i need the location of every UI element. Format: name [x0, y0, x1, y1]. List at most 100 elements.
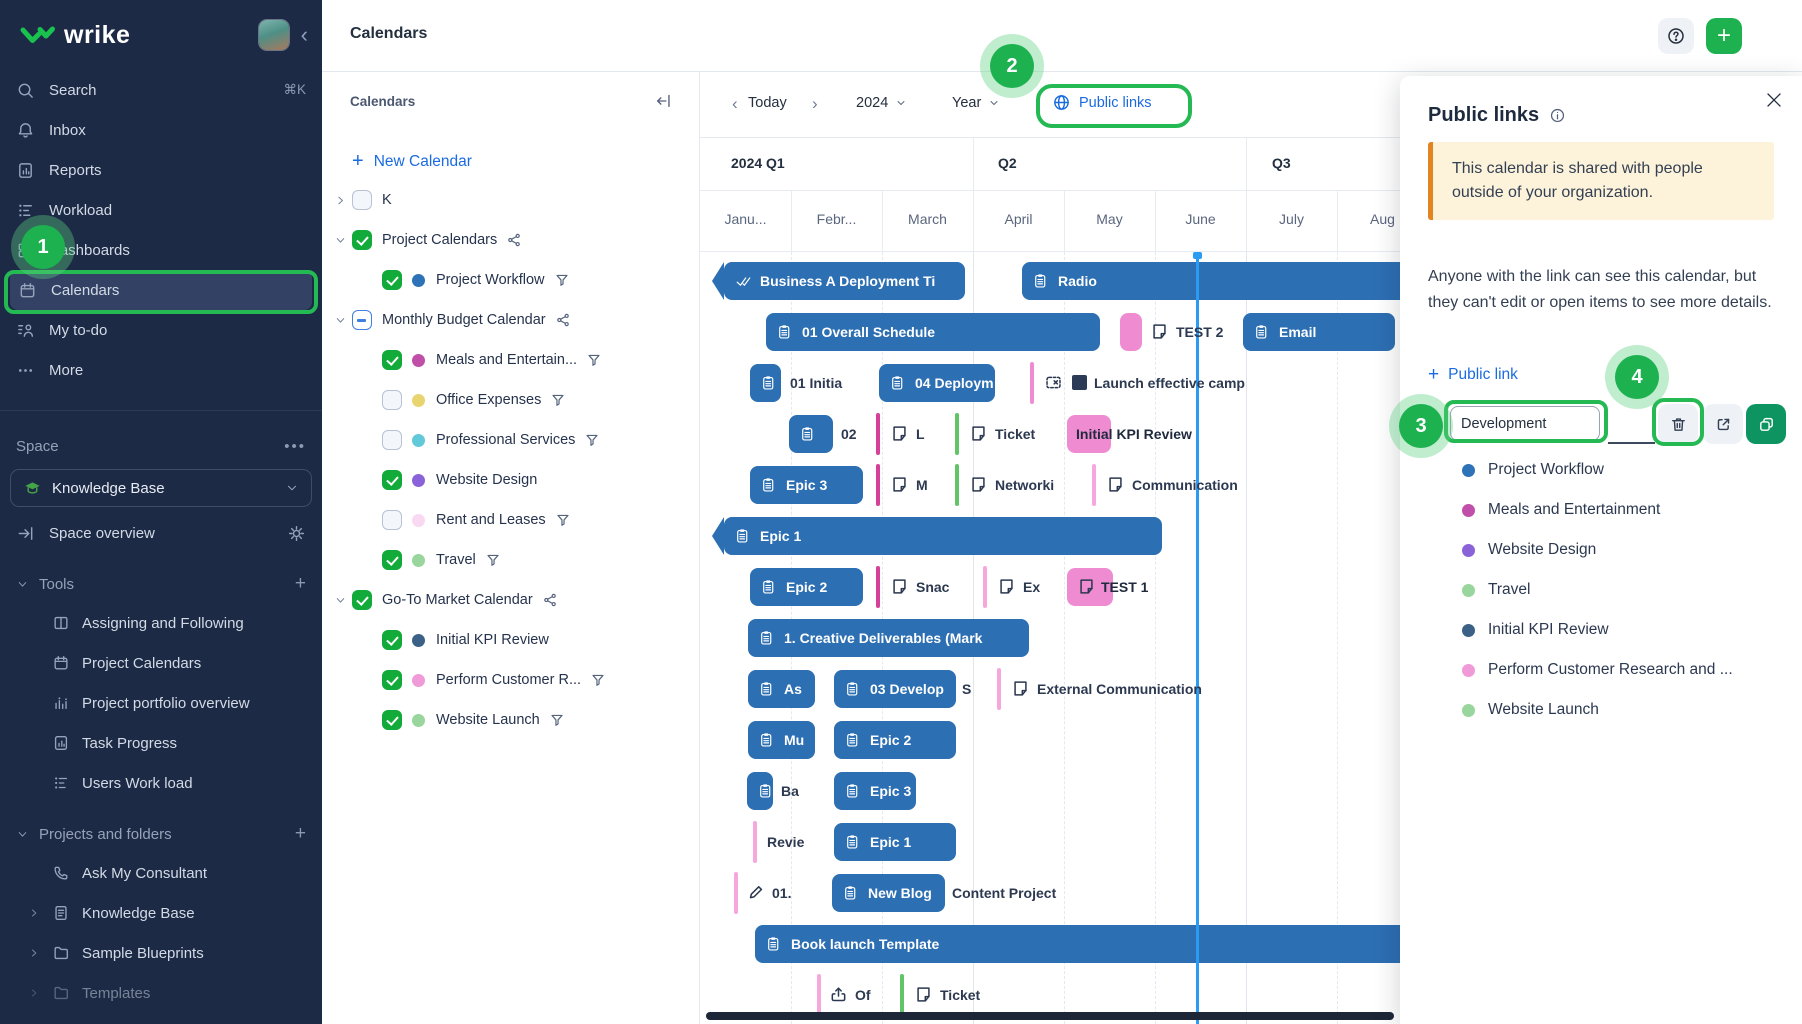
gantt-bar-book-launch-template[interactable]: Book launch Template [755, 925, 1500, 963]
chevron-down-icon[interactable] [330, 590, 350, 610]
add-icon[interactable]: + [294, 573, 306, 594]
sidebar-item-templates[interactable]: Templates [0, 973, 322, 1013]
delete-link-button[interactable] [1658, 404, 1698, 444]
gantt-task-tick[interactable] [1092, 464, 1096, 506]
close-icon[interactable] [1764, 90, 1784, 110]
gantt-task-tick[interactable] [753, 821, 757, 863]
sidebar-item-assigning-and-following[interactable]: Assigning and Following [0, 603, 322, 643]
space-menu-icon[interactable]: ••• [284, 437, 306, 455]
calendar-tree-row-website-design[interactable]: Website Design [322, 460, 699, 500]
gantt-task-tick[interactable] [734, 872, 738, 914]
gantt-bar-epic-2[interactable]: Epic 2 [834, 721, 956, 759]
gantt-bar-03-develop[interactable]: 03 Develop [834, 670, 956, 708]
checkbox[interactable] [382, 470, 402, 490]
sidebar-item-reports[interactable]: Reports [0, 150, 322, 190]
user-avatar[interactable] [258, 20, 289, 50]
calendar-tree-row-professional-services[interactable]: Professional Services [322, 420, 699, 460]
sidebar-item-more[interactable]: More [0, 350, 322, 390]
info-icon[interactable] [1549, 107, 1566, 124]
gantt-task-tick[interactable] [1030, 362, 1034, 404]
sidebar-item-sample-blueprints[interactable]: Sample Blueprints [0, 933, 322, 973]
chevron-down-icon[interactable] [330, 310, 350, 330]
gantt-bar-new-blog[interactable]: New Blog [832, 874, 945, 912]
add-public-link-button[interactable]: + Public link [1428, 364, 1518, 386]
horizontal-scrollbar[interactable] [706, 1012, 1394, 1020]
next-period-icon[interactable]: › [812, 94, 818, 113]
view-dropdown[interactable]: Year [952, 95, 1000, 111]
copy-link-button[interactable] [1746, 404, 1786, 444]
gantt-bar-01-overall-schedule[interactable]: 01 Overall Schedule [766, 313, 1100, 351]
sidebar-item-my-to-do[interactable]: My to-do [0, 310, 322, 350]
checkbox[interactable] [382, 270, 402, 290]
sidebar-item-space-overview[interactable]: Space overview [0, 513, 322, 553]
group-header-projects-and-folders[interactable]: Projects and folders + [0, 815, 322, 853]
checkbox[interactable] [382, 510, 402, 530]
sidebar-item-project-portfolio-overview[interactable]: Project portfolio overview [0, 683, 322, 723]
gantt-bar-mu[interactable]: Mu [748, 721, 815, 759]
gantt-task-tick[interactable] [876, 566, 880, 608]
add-button[interactable]: + [1706, 18, 1742, 54]
gantt-bar-1-creative-deliverables-mark[interactable]: 1. Creative Deliverables (Mark [748, 619, 1029, 657]
sidebar-item-calendars[interactable]: Calendars [10, 270, 312, 310]
checkbox[interactable] [382, 350, 402, 370]
gantt-milestone[interactable] [1067, 415, 1111, 453]
gantt-bar[interactable] [750, 364, 781, 402]
calendar-tree-row-initial-kpi-review[interactable]: Initial KPI Review [322, 620, 699, 660]
calendar-tree-row-travel[interactable]: Travel [322, 540, 699, 580]
checkbox[interactable] [382, 390, 402, 410]
sidebar-item-ask-my-consultant[interactable]: Ask My Consultant [0, 853, 322, 893]
sidebar-item-task-progress[interactable]: Task Progress [0, 723, 322, 763]
gantt-bar-epic-2[interactable]: Epic 2 [750, 568, 863, 606]
calendar-tree-row-meals-and-entertain[interactable]: Meals and Entertain... [322, 340, 699, 380]
gantt-bar-04-deploym[interactable]: 04 Deploym [879, 364, 995, 402]
calendar-tree-row-project-calendars[interactable]: Project Calendars [322, 220, 699, 260]
add-icon[interactable]: + [294, 823, 306, 844]
gantt-bar-epic-1[interactable]: Epic 1 [712, 517, 1162, 555]
checkbox[interactable] [352, 310, 372, 330]
calendar-tree-row-go-to-market-calendar[interactable]: Go-To Market Calendar [322, 580, 699, 620]
gantt-task-tick[interactable] [876, 464, 880, 506]
public-links-button[interactable]: Public links [1052, 93, 1152, 112]
chevron-right-icon[interactable] [330, 190, 350, 210]
sidebar-item-workload[interactable]: Workload [0, 190, 322, 230]
checkbox[interactable] [382, 630, 402, 650]
space-selector[interactable]: Knowledge Base [10, 469, 312, 507]
gantt-milestone[interactable] [1067, 568, 1113, 606]
calendar-tree-row-k[interactable]: K [322, 180, 699, 220]
gantt-bar-epic-3[interactable]: Epic 3 [750, 466, 863, 504]
gantt-bar-epic-1[interactable]: Epic 1 [834, 823, 956, 861]
sidebar-item-search[interactable]: Search ⌘K [0, 70, 322, 110]
calendar-tree-row-monthly-budget-calendar[interactable]: Monthly Budget Calendar [322, 300, 699, 340]
gantt-task-tick[interactable] [900, 974, 904, 1016]
gantt-task-tick[interactable] [817, 974, 821, 1016]
sidebar-item-inbox[interactable]: Inbox [0, 110, 322, 150]
checkbox[interactable] [382, 710, 402, 730]
checkbox[interactable] [382, 550, 402, 570]
chevron-down-icon[interactable] [330, 230, 350, 250]
checkbox[interactable] [382, 430, 402, 450]
sidebar-item-project-calendars[interactable]: Project Calendars [0, 643, 322, 683]
gantt-bar[interactable] [789, 415, 833, 453]
year-dropdown[interactable]: 2024 [856, 95, 907, 111]
gantt-bar[interactable] [747, 772, 773, 810]
calendar-tree-row-project-workflow[interactable]: Project Workflow [322, 260, 699, 300]
calendar-tree-row-office-expenses[interactable]: Office Expenses [322, 380, 699, 420]
gantt-task-tick[interactable] [997, 668, 1001, 710]
checkbox[interactable] [352, 590, 372, 610]
calendar-tree-row-rent-and-leases[interactable]: Rent and Leases [322, 500, 699, 540]
gantt-milestone[interactable] [1120, 313, 1142, 351]
collapse-panel-icon[interactable] [655, 92, 673, 110]
gantt-bar-business-a-deployment-ti[interactable]: Business A Deployment Ti [712, 262, 965, 300]
gantt-bar-as[interactable]: As [748, 670, 815, 708]
gantt-task-tick[interactable] [876, 413, 880, 455]
group-header-tools[interactable]: Tools + [0, 565, 322, 603]
gantt-bar-epic-3[interactable]: Epic 3 [834, 772, 916, 810]
new-calendar-button[interactable]: + New Calendar [352, 150, 472, 173]
sidebar-collapse-icon[interactable]: ‹ [300, 22, 308, 47]
gantt-task-tick[interactable] [955, 464, 959, 506]
gantt-task-tick[interactable] [955, 413, 959, 455]
today-button[interactable]: Today [748, 95, 787, 111]
help-button[interactable] [1658, 18, 1694, 54]
calendar-tree-row-website-launch[interactable]: Website Launch [322, 700, 699, 740]
gear-icon[interactable] [287, 524, 306, 543]
